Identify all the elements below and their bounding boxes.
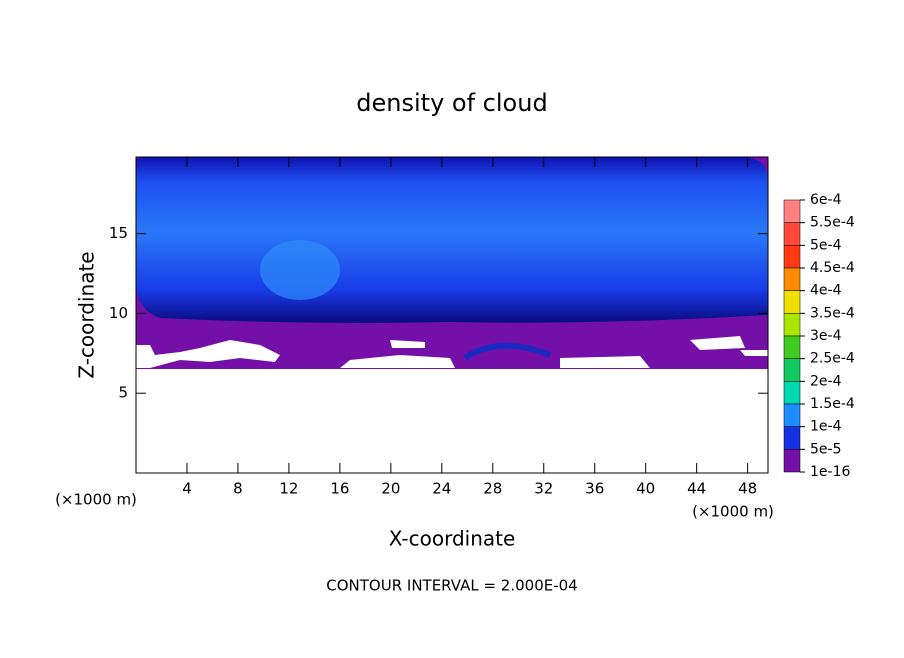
contour-field [136,157,768,473]
colorbar-label: 1e-4 [810,419,842,435]
colorbar-label: 4e-4 [810,283,842,299]
colorbar-box [783,290,801,314]
colorbar-box [783,426,801,450]
x-axis-label: X-coordinate [389,527,516,551]
colorbar-box [783,199,801,223]
colorbar-box [783,267,801,291]
colorbar-box [783,449,801,473]
x-tick-label: 16 [330,480,349,498]
x-tick-label: 48 [738,480,757,498]
colorbar-label: 5.5e-4 [810,215,855,231]
colorbar-label: 1e-16 [810,464,850,480]
colorbar-box [783,335,801,359]
y-tick-label: 10 [109,304,128,322]
colorbar-box [783,381,801,405]
colorbar-label: 3e-4 [810,328,842,344]
x-tick-label: 40 [636,480,655,498]
y-tick-label: 5 [118,384,128,402]
x-tick-label: 32 [534,480,553,498]
colorbar-box [783,313,801,337]
colorbar-box [783,222,801,246]
x-tick-label: 4 [182,480,192,498]
y-axis-label: Z-coordinate [75,251,99,378]
colorbar-label: 3.5e-4 [810,305,855,321]
x-tick-label: 44 [687,480,706,498]
colorbar-box [783,245,801,269]
x-tick-label: 8 [233,480,243,498]
colorbar-label: 5e-4 [810,237,842,253]
colorbar-label: 6e-4 [810,192,842,208]
plot-frame [135,156,769,474]
colorbar-box [783,358,801,382]
x-unit: (×1000 m) [692,503,774,521]
footer: CONTOUR INTERVAL = 2.000E-04 [326,577,577,595]
x-tick-label: 36 [585,480,604,498]
x-tick-label: 24 [432,480,451,498]
x-tick-label: 20 [381,480,400,498]
y-tick-label: 15 [109,224,128,242]
y-unit: (×1000 m) [55,491,137,509]
colorbar-box [783,403,801,427]
colorbar-label: 1.5e-4 [810,396,855,412]
chart-title: density of cloud [356,89,547,117]
colorbar-label: 5e-5 [810,441,841,457]
x-tick-label: 12 [279,480,298,498]
colorbar-label: 2.5e-4 [810,351,855,367]
colorbar-label: 4.5e-4 [810,260,855,276]
colorbar-label: 2e-4 [810,373,842,389]
x-tick-label: 28 [483,480,502,498]
